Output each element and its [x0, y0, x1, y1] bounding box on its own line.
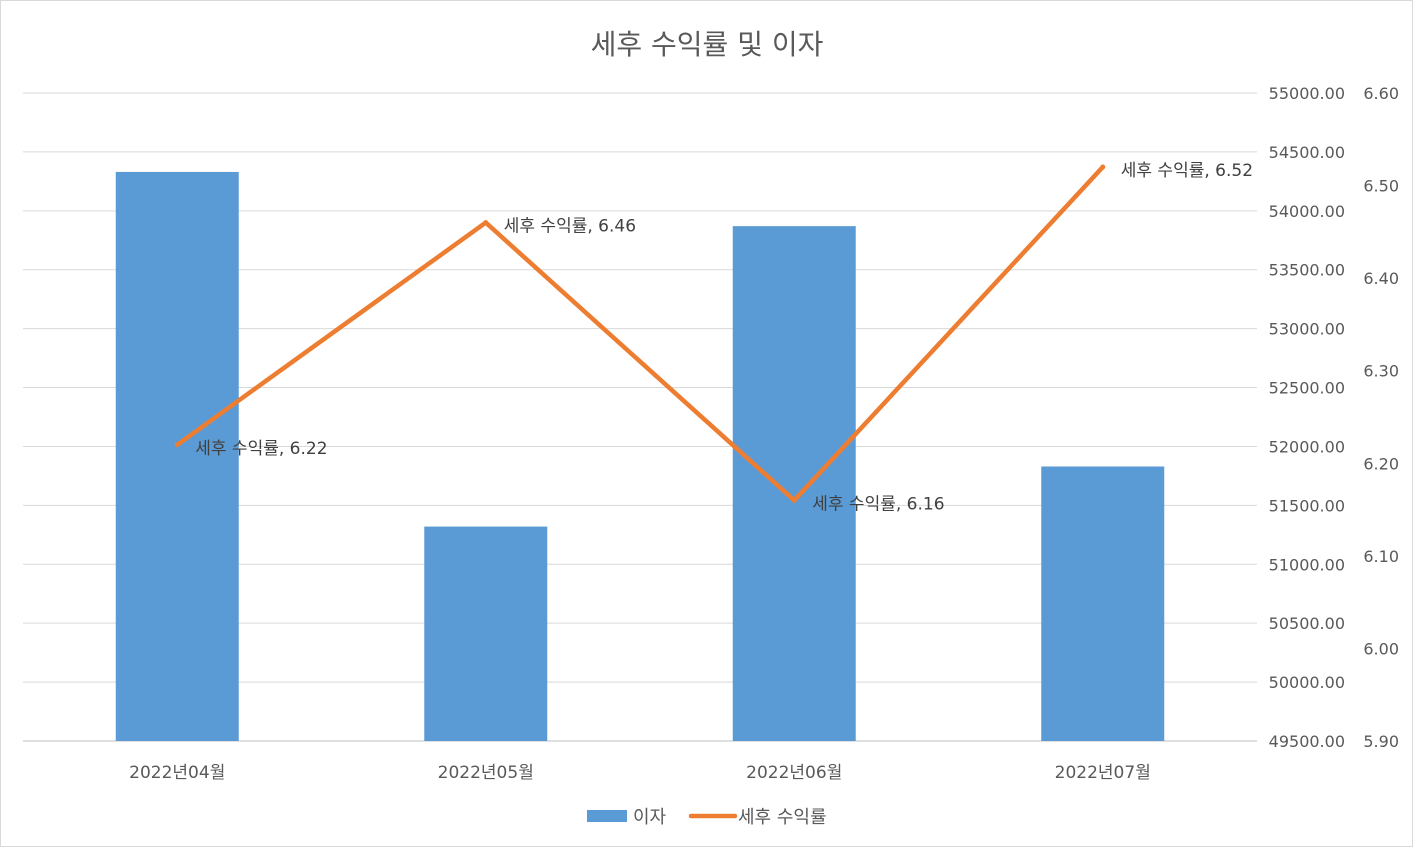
primary-y-tick-label: 52500.00	[1269, 379, 1345, 398]
bar-interest	[115, 171, 239, 742]
line-series-after-tax-return	[174, 164, 1106, 503]
secondary-y-tick-label: 6.60	[1363, 84, 1399, 103]
primary-y-tick-label: 50500.00	[1269, 614, 1345, 633]
primary-y-tick-label: 53000.00	[1269, 320, 1345, 339]
x-tick-label: 2022년06월	[746, 763, 842, 783]
primary-y-tick-label: 54500.00	[1269, 143, 1345, 162]
primary-y-tick-label: 51000.00	[1269, 555, 1345, 574]
line-point-after-tax-return	[174, 442, 180, 448]
bar-series-interest	[115, 171, 1165, 742]
data-label-after-tax-return: 세후 수익률, 6.22	[195, 439, 327, 459]
primary-y-tick-label: 53500.00	[1269, 261, 1345, 280]
data-label-after-tax-return: 세후 수익률, 6.16	[812, 494, 944, 514]
line-point-after-tax-return	[791, 497, 797, 503]
secondary-y-tick-label: 6.50	[1363, 177, 1399, 196]
secondary-y-tick-label: 6.20	[1363, 454, 1399, 473]
primary-y-tick-label: 50000.00	[1269, 673, 1345, 692]
secondary-y-tick-label: 6.40	[1363, 269, 1399, 288]
x-tick-label: 2022년04월	[129, 763, 225, 783]
secondary-y-tick-label: 5.90	[1363, 732, 1399, 751]
legend-label-after-tax-return: 세후 수익률	[738, 807, 827, 828]
bar-interest	[732, 226, 856, 742]
legend: 이자 세후 수익률	[587, 807, 827, 828]
x-tick-label: 2022년07월	[1055, 763, 1151, 783]
data-label-after-tax-return: 세후 수익률, 6.52	[1121, 161, 1253, 181]
legend-label-interest: 이자	[633, 807, 667, 828]
line-point-after-tax-return	[483, 220, 489, 226]
secondary-y-axis: 5.90 6.00 6.10 6.20 6.30 6.40 6.50 6.60	[1363, 84, 1399, 751]
primary-y-axis: 49500.00 50000.00 50500.00 51000.00 51500.00…	[1269, 84, 1345, 751]
primary-y-tick-label: 49500.00	[1269, 732, 1345, 751]
line-point-after-tax-return	[1100, 164, 1106, 170]
x-axis: 2022년04월 2022년05월 2022년06월 2022년07월	[129, 763, 1151, 783]
primary-y-tick-label: 54000.00	[1269, 202, 1345, 221]
secondary-y-tick-label: 6.10	[1363, 547, 1399, 566]
secondary-y-tick-label: 6.30	[1363, 362, 1399, 381]
primary-y-tick-label: 55000.00	[1269, 84, 1345, 103]
primary-y-tick-label: 52000.00	[1269, 437, 1345, 456]
bar-interest	[1041, 466, 1165, 741]
data-label-after-tax-return: 세후 수익률, 6.46	[504, 217, 636, 237]
x-tick-label: 2022년05월	[438, 763, 534, 783]
chart-title: 세후 수익률 및 이자	[591, 28, 824, 61]
secondary-y-tick-label: 6.00	[1363, 639, 1399, 658]
data-labels: 세후 수익률, 6.22 세후 수익률, 6.46 세후 수익률, 6.16 세후 수…	[195, 161, 1253, 514]
bar-interest	[424, 526, 548, 741]
line-after-tax-return	[175, 164, 1105, 503]
legend-swatch-interest	[587, 810, 627, 822]
primary-y-tick-label: 51500.00	[1269, 496, 1345, 515]
